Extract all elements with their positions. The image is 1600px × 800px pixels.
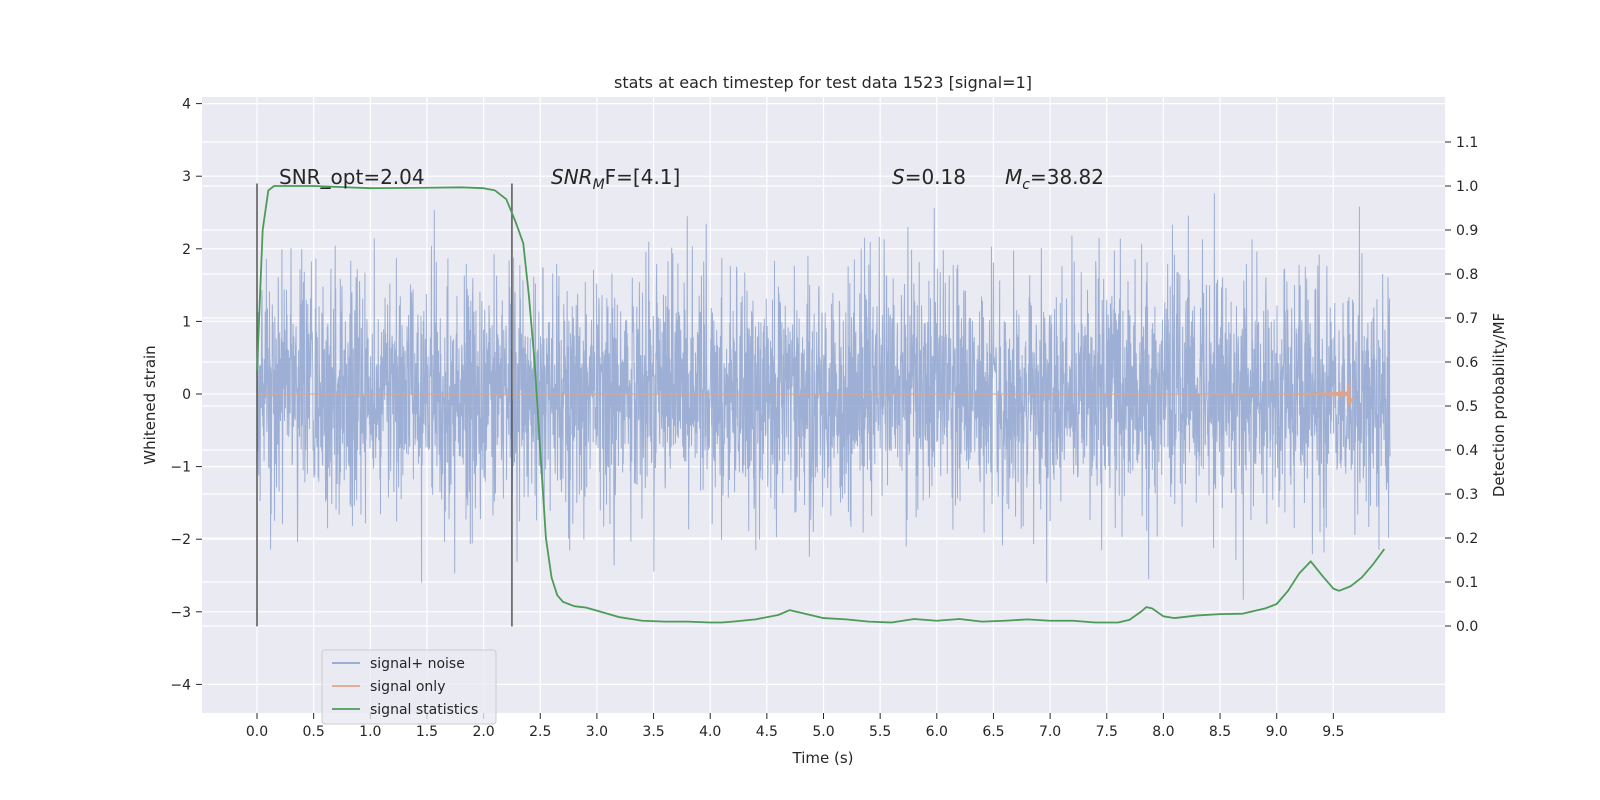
y-tick-label: 3 — [182, 169, 191, 185]
y-tick-label: 2 — [182, 242, 191, 258]
x-tick-label: 0.5 — [303, 724, 325, 740]
mc-subscript: c — [1022, 177, 1030, 193]
x-tick-label: 8.5 — [1209, 724, 1231, 740]
x-tick-label: 9.5 — [1322, 724, 1344, 740]
series-signal-noise-line — [256, 193, 1391, 600]
legend-box — [321, 649, 497, 725]
y-axis-label: Whitened strain — [141, 345, 159, 464]
y-tick-label: 0 — [182, 387, 191, 403]
x-tick-label: 4.0 — [699, 724, 721, 740]
x-tick-label: 6.5 — [982, 724, 1004, 740]
y2-tick-label: 0.1 — [1456, 575, 1478, 591]
y2-tick-label: 0.5 — [1456, 399, 1478, 415]
legend: signal+ noise signal only signal statist… — [321, 649, 497, 725]
s-variable: S — [892, 165, 905, 189]
y-tick-label: −3 — [170, 605, 191, 621]
y2-tick-label: 0.9 — [1456, 223, 1478, 239]
x-tick-label: 5.5 — [869, 724, 891, 740]
snr-mf-suffix: F=[4.1] — [605, 165, 681, 189]
x-tick-label: 5.0 — [812, 724, 834, 740]
legend-label-signal-noise: signal+ noise — [370, 656, 465, 672]
y2-axis-label: Detection probability/MF — [1490, 313, 1508, 497]
snr-mf-subscript: M — [593, 177, 605, 193]
x-tick-label: 7.0 — [1039, 724, 1061, 740]
x-tick-label: 2.5 — [529, 724, 551, 740]
chart-title: stats at each timestep for test data 152… — [614, 73, 1032, 92]
annotation-snr-mf: SNRMF=[4.1] — [551, 165, 680, 193]
y-tick-label: −1 — [170, 460, 191, 476]
y2-tick-label: 1.0 — [1456, 179, 1478, 195]
y-tick-label: 4 — [182, 97, 191, 113]
mc-variable: M — [1005, 165, 1022, 189]
x-tick-label: 0.0 — [246, 724, 268, 740]
x-tick-label: 3.0 — [586, 724, 608, 740]
mc-value: =38.82 — [1030, 165, 1104, 189]
x-axis-label: Time (s) — [792, 749, 854, 767]
y-tick-label: 1 — [182, 314, 191, 330]
y2-tick-label: 0.8 — [1456, 267, 1478, 283]
x-tick-label: 6.0 — [926, 724, 948, 740]
y2-tick-label: 1.1 — [1456, 135, 1478, 151]
y2-tick-label: 0.2 — [1456, 531, 1478, 547]
y-tick-label: −4 — [170, 677, 191, 693]
annotation-snr-opt: SNR_opt=2.04 — [279, 165, 425, 189]
x-tick-label: 8.0 — [1152, 724, 1174, 740]
x-tick-label: 1.5 — [416, 724, 438, 740]
s-value: =0.18 — [905, 165, 966, 189]
x-tick-label: 1.0 — [359, 724, 381, 740]
y2-tick-label: 0.6 — [1456, 355, 1478, 371]
y2-tick-label: 0.4 — [1456, 443, 1478, 459]
x-tick-label: 3.5 — [642, 724, 664, 740]
legend-label-signal-only: signal only — [370, 679, 445, 695]
y2-tick-label: 0.0 — [1456, 619, 1478, 635]
series-signal-statistics-line — [256, 185, 1386, 624]
snr-mf-prefix: SNR — [551, 165, 593, 189]
annotation-s: S=0.18 — [892, 165, 966, 189]
x-tick-label: 7.5 — [1096, 724, 1118, 740]
y2-tick-label: 0.3 — [1456, 487, 1478, 503]
y-tick-label: −2 — [170, 532, 191, 548]
x-tick-label: 9.0 — [1266, 724, 1288, 740]
x-tick-label: 4.5 — [756, 724, 778, 740]
legend-label-signal-statistics: signal statistics — [370, 702, 478, 718]
y2-tick-label: 0.7 — [1456, 311, 1478, 327]
annotation-mc: Mc=38.82 — [1005, 165, 1104, 193]
x-tick-label: 2.0 — [472, 724, 494, 740]
series-signal-only-line — [256, 377, 1354, 406]
